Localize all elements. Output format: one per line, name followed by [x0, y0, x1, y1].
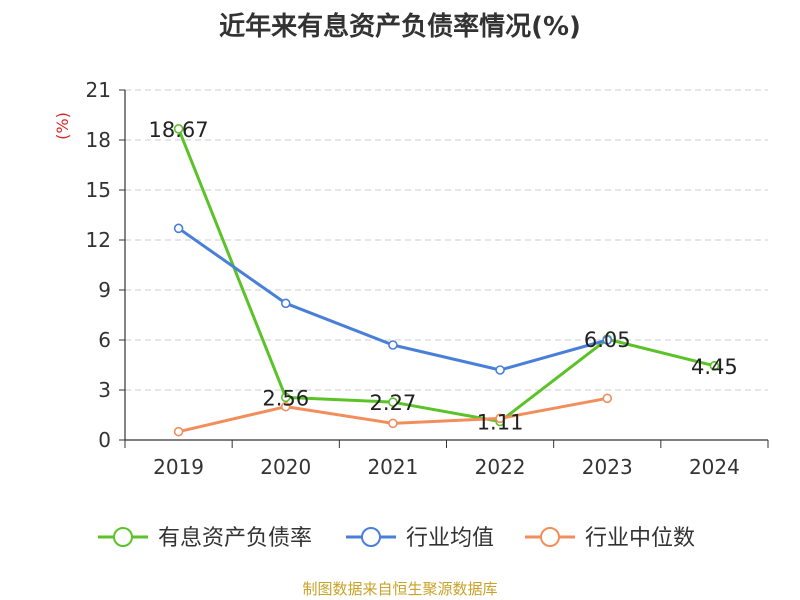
series-layer [173, 124, 720, 437]
data-point [709, 361, 720, 371]
x-tick-label: 2021 [367, 455, 418, 479]
data-point [173, 124, 184, 134]
axes: 0 3 6 9 12 15 18 21 2019 2020 2021 2022 2023 2024 (%) [53, 78, 769, 479]
data-point [388, 397, 398, 407]
legend-marker [540, 527, 560, 547]
y-axis-label: (%) [53, 112, 72, 140]
legend-label: 行业均值 [406, 526, 494, 551]
y-tick-label: 12 [86, 228, 111, 252]
data-point [388, 418, 398, 429]
data-point [495, 365, 505, 375]
data-point [495, 413, 505, 424]
data-label: 2.56 [262, 386, 309, 410]
series-line [177, 128, 715, 423]
legend-label: 有息资产负债率 [158, 526, 312, 551]
data-point [280, 392, 291, 403]
legend-marker [361, 527, 381, 547]
legend: 有息资产负债率 行业均值 行业中位数 [98, 526, 695, 551]
data-point [280, 298, 291, 309]
x-tick-label: 2022 [475, 455, 526, 479]
data-label: 2.27 [370, 391, 417, 415]
x-tick-label: 2023 [582, 455, 633, 479]
y-tick-label: 18 [86, 128, 111, 152]
y-tick-label: 21 [86, 78, 111, 102]
x-tick-label: 2024 [689, 455, 740, 479]
data-label: 1.11 [477, 411, 524, 435]
chart-title: 近年来有息资产负债率情况(%) [219, 12, 581, 42]
legend-marker [113, 527, 133, 547]
y-tick-label: 0 [98, 428, 111, 452]
y-tick-label: 9 [98, 278, 111, 302]
data-label: 4.45 [691, 355, 738, 379]
data-point [280, 401, 291, 412]
data-point [173, 426, 184, 437]
legend-label: 行业中位数 [585, 526, 695, 551]
data-point [173, 223, 184, 234]
data-label: 6.05 [584, 328, 631, 352]
source-footer: 制图数据来自恒生聚源数据库 [302, 580, 498, 598]
x-tick-label: 2020 [260, 455, 311, 479]
data-labels: 18.67 2.56 2.27 1.11 6.05 4.45 [149, 118, 738, 435]
y-tick-label: 6 [98, 328, 111, 352]
x-tick-label: 2019 [153, 455, 204, 479]
y-tick-label: 3 [98, 378, 111, 402]
data-label: 18.67 [149, 118, 209, 142]
y-tick-label: 15 [86, 178, 111, 202]
grid [125, 89, 768, 391]
data-point [602, 335, 613, 345]
data-point [388, 340, 398, 350]
data-point [602, 393, 613, 404]
